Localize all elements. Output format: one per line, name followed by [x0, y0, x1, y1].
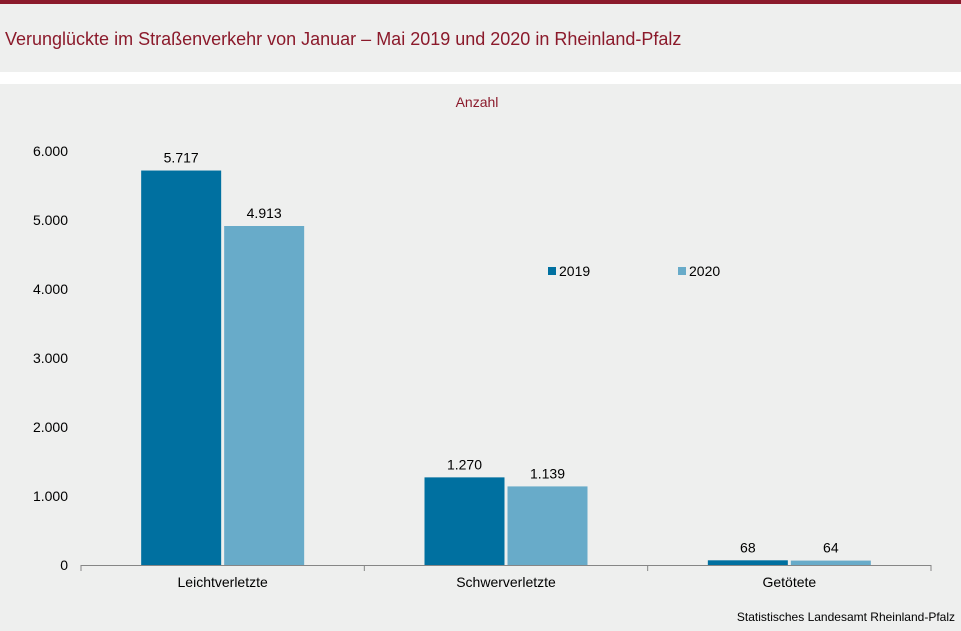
- x-tick-label: Getötete: [762, 574, 816, 590]
- bar-2019-getötete: [707, 560, 788, 565]
- y-tick-label: 2.000: [33, 419, 68, 435]
- y-tick-label: 3.000: [33, 350, 68, 366]
- title-divider: [0, 72, 961, 84]
- data-label: 5.717: [164, 150, 199, 166]
- bar-2020-getötete: [790, 560, 871, 565]
- y-tick-label: 5.000: [33, 212, 68, 228]
- data-label: 68: [740, 539, 756, 555]
- bar-2020-leichtverletzte: [224, 226, 305, 566]
- source-note: Statistisches Landesamt Rheinland-Pfalz: [736, 610, 955, 624]
- y-tick-label: 4.000: [33, 281, 68, 297]
- legend-swatch-2020: [678, 267, 686, 275]
- y-tick-label: 1.000: [33, 488, 68, 504]
- data-label: 4.913: [247, 205, 282, 221]
- x-tick-label: Leichtverletzte: [178, 574, 268, 590]
- legend-swatch-2019: [548, 267, 556, 275]
- legend-label-2020: 2020: [689, 263, 720, 279]
- bar-2020-schwerverletzte: [507, 486, 588, 565]
- legend-label-2019: 2019: [559, 263, 590, 279]
- bar-2019-leichtverletzte: [141, 170, 222, 566]
- y-tick-label: 6.000: [33, 143, 68, 159]
- chart-subtitle: Anzahl: [456, 94, 499, 110]
- data-label: 1.139: [530, 465, 565, 481]
- y-tick-label: 0: [60, 557, 68, 573]
- bar-2019-schwerverletzte: [424, 477, 505, 565]
- x-tick-label: Schwerverletzte: [456, 574, 556, 590]
- chart-title: Verunglückte im Straßenverkehr von Janua…: [5, 29, 682, 49]
- data-label: 1.270: [447, 456, 482, 472]
- top-rule: [0, 0, 961, 4]
- data-label: 64: [823, 540, 839, 556]
